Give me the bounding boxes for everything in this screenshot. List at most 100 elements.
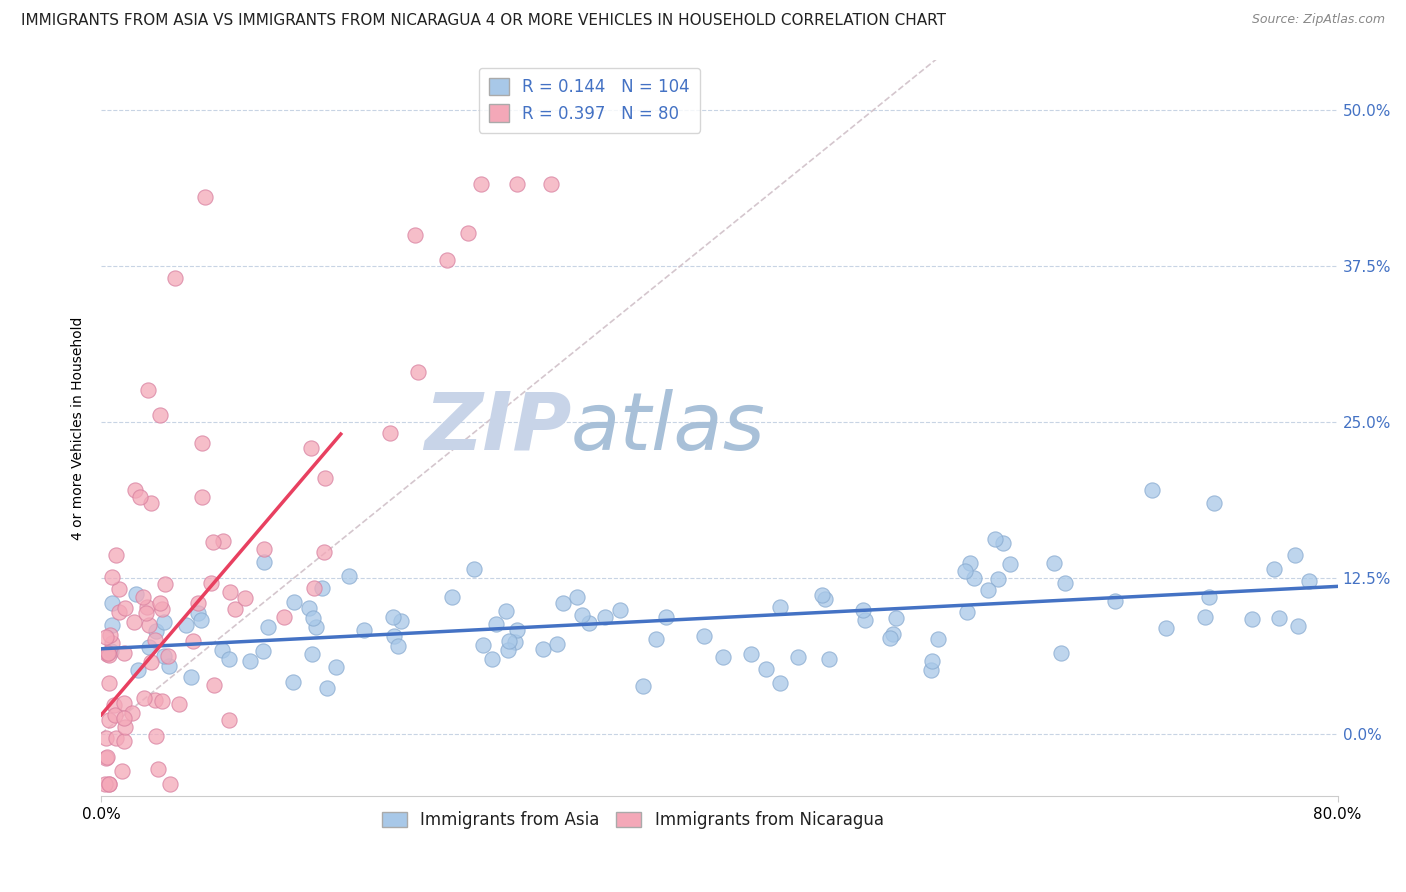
Point — [94, 630, 117, 644]
Point — [786, 650, 808, 665]
Point — [253, 555, 276, 569]
Point — [927, 632, 949, 646]
Point — [127, 664, 149, 678]
Point — [202, 535, 225, 549]
Point — [1053, 576, 1076, 591]
Point — [711, 649, 734, 664]
Point — [218, 713, 240, 727]
Point — [114, 711, 136, 725]
Point — [578, 616, 600, 631]
Point — [224, 602, 246, 616]
Point — [769, 675, 792, 690]
Point — [593, 610, 616, 624]
Point — [977, 582, 1000, 597]
Point — [546, 637, 568, 651]
Point — [378, 425, 401, 440]
Point — [353, 623, 375, 637]
Point — [100, 596, 122, 610]
Point — [112, 734, 135, 748]
Text: atlas: atlas — [571, 389, 766, 467]
Point — [150, 694, 173, 708]
Point — [551, 596, 574, 610]
Point — [138, 618, 160, 632]
Point — [112, 697, 135, 711]
Point — [817, 652, 839, 666]
Point — [631, 679, 654, 693]
Text: Source: ZipAtlas.com: Source: ZipAtlas.com — [1251, 13, 1385, 27]
Point — [105, 731, 128, 746]
Point — [157, 648, 180, 663]
Point — [337, 569, 360, 583]
Point — [101, 570, 124, 584]
Point — [301, 647, 323, 661]
Point — [991, 536, 1014, 550]
Point — [100, 636, 122, 650]
Point — [315, 681, 337, 695]
Legend: Immigrants from Asia, Immigrants from Nicaragua: Immigrants from Asia, Immigrants from Ni… — [375, 805, 890, 836]
Point — [97, 646, 120, 660]
Point — [135, 600, 157, 615]
Point — [1198, 591, 1220, 605]
Point — [1284, 548, 1306, 562]
Point — [436, 253, 458, 268]
Point — [299, 441, 322, 455]
Point — [921, 654, 943, 668]
Point — [145, 632, 167, 647]
Point — [1049, 646, 1071, 660]
Text: IMMIGRANTS FROM ASIA VS IMMIGRANTS FROM NICARAGUA 4 OR MORE VEHICLES IN HOUSEHOL: IMMIGRANTS FROM ASIA VS IMMIGRANTS FROM … — [21, 13, 946, 29]
Point — [219, 584, 242, 599]
Point — [1268, 611, 1291, 625]
Point — [114, 601, 136, 615]
Point — [387, 639, 409, 653]
Point — [111, 764, 134, 778]
Point — [645, 632, 668, 647]
Point — [96, 750, 118, 764]
Point — [97, 776, 120, 790]
Point — [963, 571, 986, 585]
Point — [655, 610, 678, 624]
Point — [1298, 574, 1320, 588]
Point — [814, 592, 837, 607]
Point — [305, 620, 328, 634]
Point — [1202, 496, 1225, 510]
Point — [114, 647, 136, 661]
Point — [165, 271, 187, 285]
Point — [96, 731, 118, 746]
Point — [920, 663, 942, 677]
Point — [100, 644, 122, 658]
Point — [609, 603, 631, 617]
Point — [146, 762, 169, 776]
Point — [382, 610, 405, 624]
Point — [441, 591, 464, 605]
Point — [755, 662, 778, 676]
Point — [496, 642, 519, 657]
Point — [457, 226, 479, 240]
Point — [281, 675, 304, 690]
Point — [152, 601, 174, 615]
Point — [218, 652, 240, 666]
Point — [145, 729, 167, 743]
Point — [98, 628, 121, 642]
Y-axis label: 4 or more Vehicles in Household: 4 or more Vehicles in Household — [72, 316, 86, 540]
Point — [233, 591, 256, 605]
Point — [540, 178, 562, 192]
Point — [187, 596, 209, 610]
Point — [693, 629, 716, 643]
Point — [987, 572, 1010, 586]
Point — [312, 545, 335, 559]
Point — [98, 776, 121, 790]
Point — [882, 626, 904, 640]
Point — [506, 178, 529, 192]
Point — [470, 178, 492, 192]
Point — [505, 634, 527, 648]
Point — [998, 557, 1021, 571]
Point — [93, 776, 115, 790]
Point — [959, 556, 981, 570]
Point — [149, 409, 172, 423]
Point — [1043, 556, 1066, 570]
Point — [740, 647, 762, 661]
Point — [956, 605, 979, 619]
Point — [159, 776, 181, 790]
Point — [498, 633, 520, 648]
Point — [97, 675, 120, 690]
